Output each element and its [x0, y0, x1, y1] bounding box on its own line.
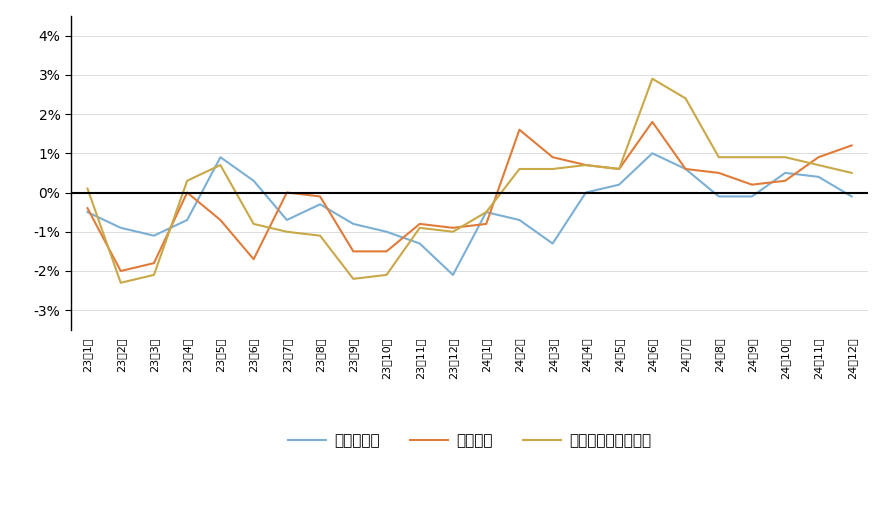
涌益咨询 — [115, 268, 126, 274]
涌益咨询 — [82, 205, 93, 211]
涌益咨询 — [447, 225, 458, 231]
畜牧业协会猪业分会 — [182, 178, 192, 184]
农业农村部 — [282, 217, 292, 223]
涌益咨询 — [481, 221, 492, 227]
涌益咨询 — [215, 217, 226, 223]
涌益咨询 — [747, 181, 758, 188]
农业农村部 — [149, 232, 159, 239]
畜牧业协会猪业分会 — [149, 272, 159, 278]
涌益咨询 — [813, 154, 824, 161]
畜牧业协会猪业分会 — [780, 154, 790, 161]
农业农村部 — [680, 166, 691, 172]
农业农村部 — [846, 193, 857, 200]
涌益咨询 — [315, 193, 325, 200]
涌益咨询 — [647, 119, 657, 125]
农业农村部 — [348, 221, 359, 227]
畜牧业协会猪业分会 — [315, 232, 325, 239]
Line: 畜牧业协会猪业分会: 畜牧业协会猪业分会 — [88, 79, 851, 283]
农业农村部 — [514, 217, 525, 223]
农业农村部 — [614, 181, 625, 188]
涌益咨询 — [514, 127, 525, 133]
涌益咨询 — [614, 166, 625, 172]
畜牧业协会猪业分会 — [115, 280, 126, 286]
畜牧业协会猪业分会 — [381, 272, 392, 278]
涌益咨询 — [580, 162, 591, 168]
涌益咨询 — [548, 154, 558, 161]
农业农村部 — [713, 193, 724, 200]
农业农村部 — [548, 240, 558, 247]
农业农村部 — [481, 209, 492, 215]
畜牧业协会猪业分会 — [548, 166, 558, 172]
农业农村部 — [248, 178, 259, 184]
涌益咨询 — [282, 189, 292, 196]
Legend: 农业农村部, 涌益咨询, 畜牧业协会猪业分会: 农业农村部, 涌益咨询, 畜牧业协会猪业分会 — [282, 427, 657, 454]
畜牧业协会猪业分会 — [215, 162, 226, 168]
畜牧业协会猪业分会 — [481, 209, 492, 215]
农业农村部 — [415, 240, 425, 247]
涌益咨询 — [248, 256, 259, 262]
Line: 农业农村部: 农业农村部 — [88, 153, 851, 275]
畜牧业协会猪业分会 — [348, 276, 359, 282]
涌益咨询 — [713, 170, 724, 176]
畜牧业协会猪业分会 — [713, 154, 724, 161]
农业农村部 — [82, 209, 93, 215]
畜牧业协会猪业分会 — [580, 162, 591, 168]
畜牧业协会猪业分会 — [248, 221, 259, 227]
农业农村部 — [580, 189, 591, 196]
涌益咨询 — [780, 178, 790, 184]
农业农村部 — [780, 170, 790, 176]
农业农村部 — [215, 154, 226, 161]
畜牧业协会猪业分会 — [447, 229, 458, 235]
涌益咨询 — [182, 189, 192, 196]
畜牧业协会猪业分会 — [813, 162, 824, 168]
涌益咨询 — [846, 142, 857, 148]
畜牧业协会猪业分会 — [747, 154, 758, 161]
涌益咨询 — [149, 260, 159, 267]
农业农村部 — [447, 272, 458, 278]
畜牧业协会猪业分会 — [415, 225, 425, 231]
农业农村部 — [315, 201, 325, 207]
农业农村部 — [813, 173, 824, 180]
畜牧业协会猪业分会 — [647, 76, 657, 82]
涌益咨询 — [415, 221, 425, 227]
畜牧业协会猪业分会 — [680, 95, 691, 102]
农业农村部 — [381, 229, 392, 235]
农业农村部 — [647, 150, 657, 156]
涌益咨询 — [381, 248, 392, 255]
畜牧业协会猪业分会 — [282, 229, 292, 235]
涌益咨询 — [348, 248, 359, 255]
农业农村部 — [115, 225, 126, 231]
畜牧业协会猪业分会 — [614, 166, 625, 172]
农业农村部 — [747, 193, 758, 200]
Line: 涌益咨询: 涌益咨询 — [88, 122, 851, 271]
畜牧业协会猪业分会 — [82, 186, 93, 192]
畜牧业协会猪业分会 — [846, 170, 857, 176]
农业农村部 — [182, 217, 192, 223]
涌益咨询 — [680, 166, 691, 172]
畜牧业协会猪业分会 — [514, 166, 525, 172]
